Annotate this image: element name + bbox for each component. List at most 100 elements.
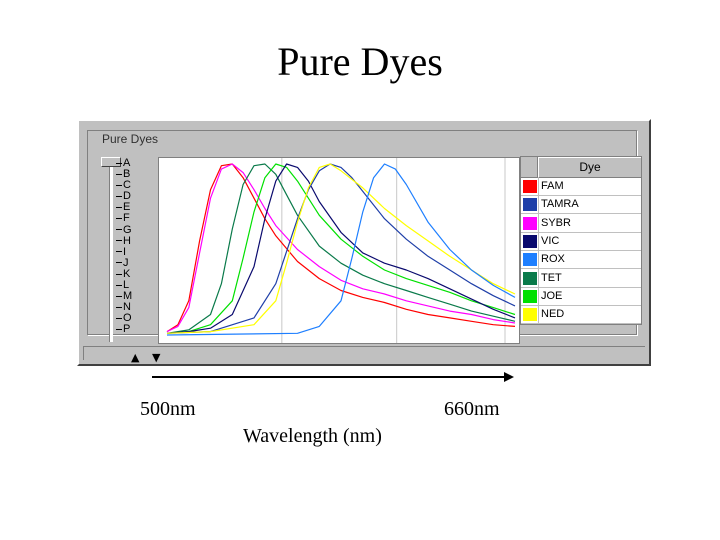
filter-tick[interactable]: P — [116, 324, 146, 335]
filter-letter: F — [123, 212, 130, 225]
legend-header-dye[interactable]: Dye — [538, 157, 641, 178]
series-line-tet — [166, 163, 516, 334]
dye-color-swatch — [523, 271, 537, 285]
dye-name: NED — [541, 308, 565, 321]
series-line-tamra — [166, 163, 516, 334]
filter-tick[interactable]: H — [116, 234, 146, 247]
filter-tick[interactable]: N — [116, 302, 146, 313]
filter-tick[interactable]: A — [116, 158, 146, 169]
dye-color-swatch — [523, 216, 537, 230]
tick-dash — [116, 306, 122, 308]
filter-tick[interactable]: G — [116, 223, 146, 236]
wavelength-end-label: 660nm — [444, 398, 500, 420]
legend-row-fam[interactable]: FAM — [521, 178, 641, 196]
legend-header-spacer — [521, 157, 538, 178]
filter-tick[interactable]: L — [116, 280, 146, 291]
filter-letter: I — [123, 245, 127, 258]
dye-legend-table: Dye FAM TAMRA SYBR VIC ROX TET JOE NED — [520, 156, 642, 325]
tick-dash — [116, 206, 122, 208]
legend-row-rox[interactable]: ROX — [521, 251, 641, 270]
series-line-rox — [166, 163, 516, 336]
wavelength-axis-arrow — [152, 372, 514, 382]
dye-color-swatch — [523, 308, 537, 322]
horizontal-scrollbar[interactable] — [83, 346, 645, 360]
filter-letter: J — [123, 256, 129, 269]
filter-tick[interactable]: C — [116, 180, 146, 191]
legend-row-vic[interactable]: VIC — [521, 233, 641, 251]
filter-tick[interactable]: I — [116, 245, 146, 258]
dye-name: VIC — [541, 234, 560, 247]
dye-name: TAMRA — [541, 198, 579, 211]
dye-name: SYBR — [541, 216, 571, 229]
legend-row-joe[interactable]: JOE — [521, 288, 641, 306]
series-line-ned — [166, 163, 516, 334]
filter-letter: E — [123, 201, 131, 214]
filter-letter: K — [123, 267, 131, 280]
filter-letter: G — [123, 223, 132, 236]
slide-title: Pure Dyes — [277, 39, 443, 84]
dye-color-swatch — [523, 253, 537, 267]
dye-color-swatch — [523, 180, 537, 193]
filter-tick[interactable]: O — [116, 313, 146, 324]
filter-tick[interactable]: B — [116, 169, 146, 180]
filter-tick[interactable]: K — [116, 267, 146, 280]
dye-name: ROX — [541, 253, 565, 266]
dye-color-swatch — [523, 289, 537, 303]
dye-name: FAM — [541, 180, 564, 192]
tick-dash — [116, 184, 122, 186]
filter-letter: D — [123, 190, 131, 203]
wavelength-start-label: 500nm — [140, 398, 196, 420]
marker-down-triangle-icon[interactable]: ▼ — [152, 351, 161, 364]
dye-color-swatch — [523, 234, 537, 248]
filter-letter: P — [123, 323, 131, 336]
filter-letter: O — [123, 312, 132, 325]
filter-tick[interactable]: F — [116, 213, 146, 224]
tick-dash — [116, 162, 122, 164]
filter-tick[interactable]: D — [116, 191, 146, 202]
tick-dash — [116, 195, 122, 197]
wavelength-axis-label: Wavelength (nm) — [243, 425, 382, 447]
series-line-fam — [166, 163, 516, 333]
dye-name: JOE — [541, 289, 563, 302]
filter-slider-thumb[interactable] — [101, 157, 121, 167]
filter-letter: A — [123, 157, 131, 169]
filter-letter: M — [123, 290, 133, 303]
tick-dash — [116, 251, 122, 253]
marker-up-triangle-icon[interactable]: ▲ — [131, 351, 140, 364]
spectra-plot — [158, 157, 520, 344]
dye-name: TET — [541, 271, 562, 284]
group-title: Pure Dyes — [100, 132, 161, 146]
filter-letter: H — [123, 234, 131, 247]
filter-tick[interactable]: M — [116, 291, 146, 302]
filter-slider-track[interactable] — [109, 161, 113, 342]
legend-row-sybr[interactable]: SYBR — [521, 215, 641, 233]
series-line-vic — [166, 163, 516, 334]
legend-row-tet[interactable]: TET — [521, 270, 641, 288]
tick-dash — [116, 229, 122, 231]
filter-tick[interactable]: J — [116, 256, 146, 269]
tick-dash — [116, 240, 122, 242]
legend-row-tamra[interactable]: TAMRA — [521, 196, 641, 215]
filter-letter: B — [123, 168, 131, 181]
legend-row-ned[interactable]: NED — [521, 306, 641, 325]
series-line-joe — [166, 163, 516, 334]
filter-tick[interactable]: E — [116, 202, 146, 213]
tick-dash — [116, 273, 122, 275]
filter-letter: N — [123, 301, 131, 314]
tick-dash — [116, 317, 122, 319]
spectra-chart — [166, 158, 516, 343]
tick-dash — [116, 284, 122, 286]
series-line-sybr — [166, 163, 516, 333]
tick-dash — [116, 295, 122, 297]
tick-dash — [116, 173, 122, 175]
filter-letter: L — [123, 279, 130, 292]
legend-divider — [538, 178, 539, 324]
tick-dash — [116, 262, 122, 264]
dye-color-swatch — [523, 198, 537, 212]
filter-letter: C — [123, 179, 131, 192]
tick-dash — [116, 218, 122, 220]
tick-dash — [116, 329, 122, 330]
